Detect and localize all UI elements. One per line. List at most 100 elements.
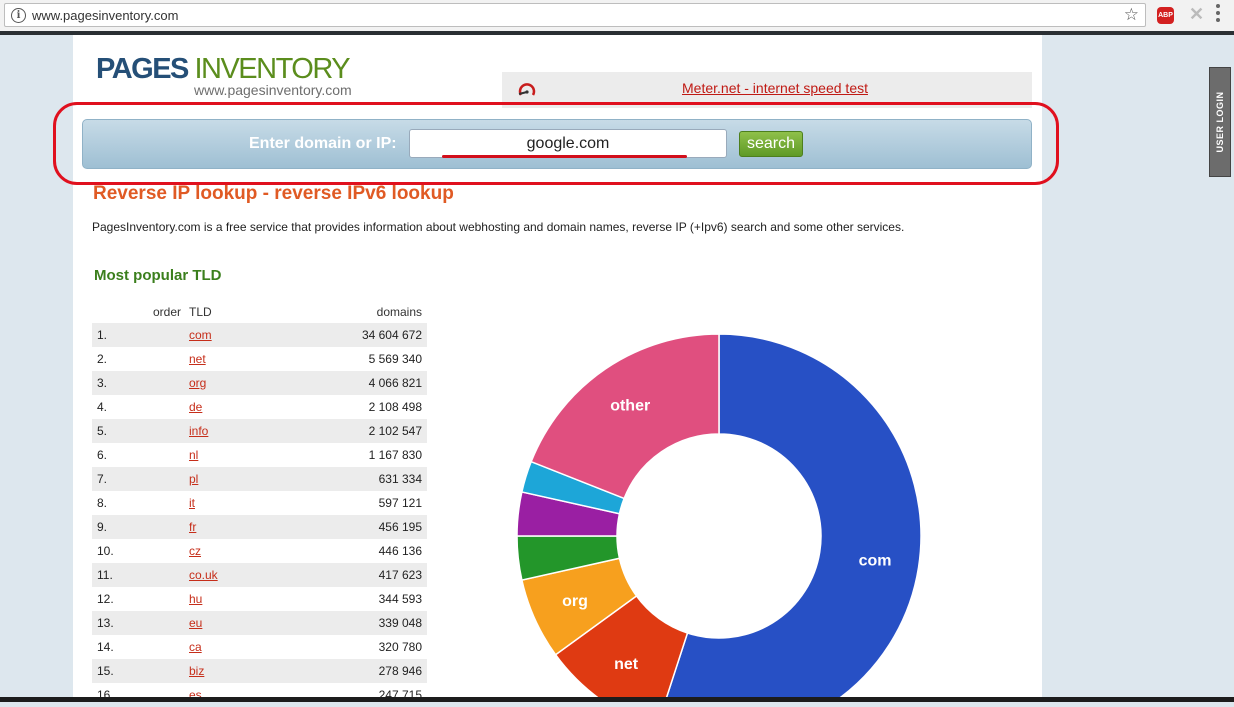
cell-tld: ca: [189, 635, 279, 659]
cell-order: 11.: [92, 563, 189, 587]
table-row: 9. fr 456 195: [92, 515, 427, 539]
tld-link[interactable]: cz: [189, 544, 201, 558]
cell-order: 12.: [97, 592, 114, 606]
red-underline-annotation: [442, 155, 687, 158]
cell-tld: de: [189, 395, 279, 419]
cell-order: 8.: [97, 496, 108, 510]
logo-inventory-text: INVENTORY: [194, 53, 350, 85]
bottom-edge: [0, 697, 1234, 702]
cell-domains: 339 048: [279, 611, 427, 635]
cell-domains: 344 593: [378, 592, 422, 606]
page-title: Reverse IP lookup - reverse IPv6 lookup: [93, 183, 454, 204]
table-header-row: order TLD domains: [92, 301, 427, 323]
cell-order: 2.: [97, 352, 108, 366]
cell-order: 6.: [97, 448, 108, 462]
logo-subtitle: www.pagesinventory.com: [194, 82, 352, 98]
address-bar[interactable]: i www.pagesinventory.com ☆: [4, 3, 1146, 27]
tld-link[interactable]: pl: [189, 472, 199, 486]
cell-tld: nl: [189, 443, 279, 467]
bookmark-star-icon[interactable]: ☆: [1123, 5, 1139, 24]
tld-donut-chart: com net org other: [516, 333, 922, 702]
cell-order: 16.: [97, 688, 114, 702]
cell-domains: 456 195: [279, 515, 427, 539]
cell-order: 4.: [97, 400, 108, 414]
cell-tld: hu: [189, 587, 279, 611]
domain-input[interactable]: [409, 129, 727, 158]
donut-slice-label: other: [610, 397, 650, 414]
donut-slice[interactable]: [530, 333, 720, 500]
table-row: 5. info 2 102 547: [92, 419, 427, 443]
cell-order: 10.: [97, 544, 114, 558]
table-row: 14. ca 320 780: [92, 635, 427, 659]
cell-tld: net: [189, 347, 279, 371]
cell-tld: it: [189, 491, 279, 515]
cell-order: 13.: [92, 611, 189, 635]
cell-tld: eu: [189, 611, 279, 635]
table-row: 12. hu 344 593: [92, 587, 427, 611]
meter-net-link[interactable]: Meter.net - internet speed test: [682, 80, 868, 96]
tld-link[interactable]: org: [189, 376, 207, 390]
toolbar-divider: [0, 31, 1234, 35]
tld-link[interactable]: co.uk: [189, 568, 218, 582]
cell-domains: 2 102 547: [279, 419, 427, 443]
tld-table: order TLD domains 1. com 34 604 672 2. net 5 …: [92, 301, 427, 707]
table-row: 1. com 34 604 672: [92, 323, 427, 347]
cell-domains: 320 780: [378, 640, 422, 654]
donut-slice-label: com: [859, 553, 892, 570]
search-bar: Enter domain or IP: search: [82, 119, 1032, 169]
url-text[interactable]: www.pagesinventory.com: [32, 8, 179, 23]
page-content: PAGES INVENTORY www.pagesinventory.com M…: [53, 35, 1059, 702]
cell-order: 1.: [92, 323, 189, 347]
donut-slice[interactable]: [657, 333, 922, 702]
tld-section-heading: Most popular TLD: [94, 267, 222, 284]
table-row: 8. it 597 121: [92, 491, 427, 515]
table-row: 2. net 5 569 340: [92, 347, 427, 371]
extension-x-icon[interactable]: ✕: [1189, 4, 1205, 24]
cell-tld: cz: [189, 539, 279, 563]
header-tld: TLD: [189, 305, 212, 319]
cell-domains: 5 569 340: [368, 352, 422, 366]
donut-slice-label: net: [614, 656, 639, 673]
cell-order: 9.: [92, 515, 189, 539]
logo-pages-text: PAGES: [96, 53, 189, 85]
table-row: 6. nl 1 167 830: [92, 443, 427, 467]
tld-link[interactable]: nl: [189, 448, 199, 462]
ad-banner: Meter.net - internet speed test: [502, 72, 1032, 108]
adblock-icon[interactable]: ABP: [1157, 7, 1174, 24]
table-row: 4. de 2 108 498: [92, 395, 427, 419]
site-logo[interactable]: PAGES INVENTORY: [96, 53, 351, 86]
table-row: 15. biz 278 946: [92, 659, 427, 683]
cell-domains: 631 334: [279, 467, 427, 491]
cell-domains: 2 108 498: [368, 400, 422, 414]
speed-meter-icon: [518, 83, 536, 96]
info-icon[interactable]: i: [11, 8, 26, 23]
search-button[interactable]: search: [739, 131, 803, 157]
cell-domains: 247 715: [378, 688, 422, 702]
tld-link[interactable]: biz: [189, 664, 205, 678]
tld-link[interactable]: com: [189, 328, 212, 342]
cell-tld: biz: [189, 659, 279, 683]
table-row: 10. cz 446 136: [92, 539, 427, 563]
tld-link[interactable]: ca: [189, 640, 202, 654]
tld-link[interactable]: eu: [189, 616, 203, 630]
cell-order: 15.: [92, 659, 189, 683]
donut-slice-label: org: [562, 593, 588, 610]
cell-domains: 446 136: [378, 544, 422, 558]
tld-link[interactable]: fr: [189, 520, 197, 534]
tld-link[interactable]: de: [189, 400, 203, 414]
user-login-tab[interactable]: USER LOGIN: [1209, 67, 1231, 177]
cell-tld: com: [189, 323, 279, 347]
header-domains: domains: [376, 305, 422, 319]
cell-order: 14.: [97, 640, 114, 654]
browser-menu-icon[interactable]: [1216, 4, 1220, 25]
tld-link[interactable]: it: [189, 496, 195, 510]
cell-domains: 4 066 821: [279, 371, 427, 395]
cell-tld: co.uk: [189, 563, 279, 587]
user-login-label: USER LOGIN: [1215, 91, 1225, 153]
tld-link[interactable]: info: [189, 424, 209, 438]
cell-tld: pl: [189, 467, 279, 491]
cell-domains: 1 167 830: [368, 448, 422, 462]
tld-link[interactable]: net: [189, 352, 206, 366]
cell-tld: es: [189, 683, 279, 707]
tld-link[interactable]: hu: [189, 592, 203, 606]
